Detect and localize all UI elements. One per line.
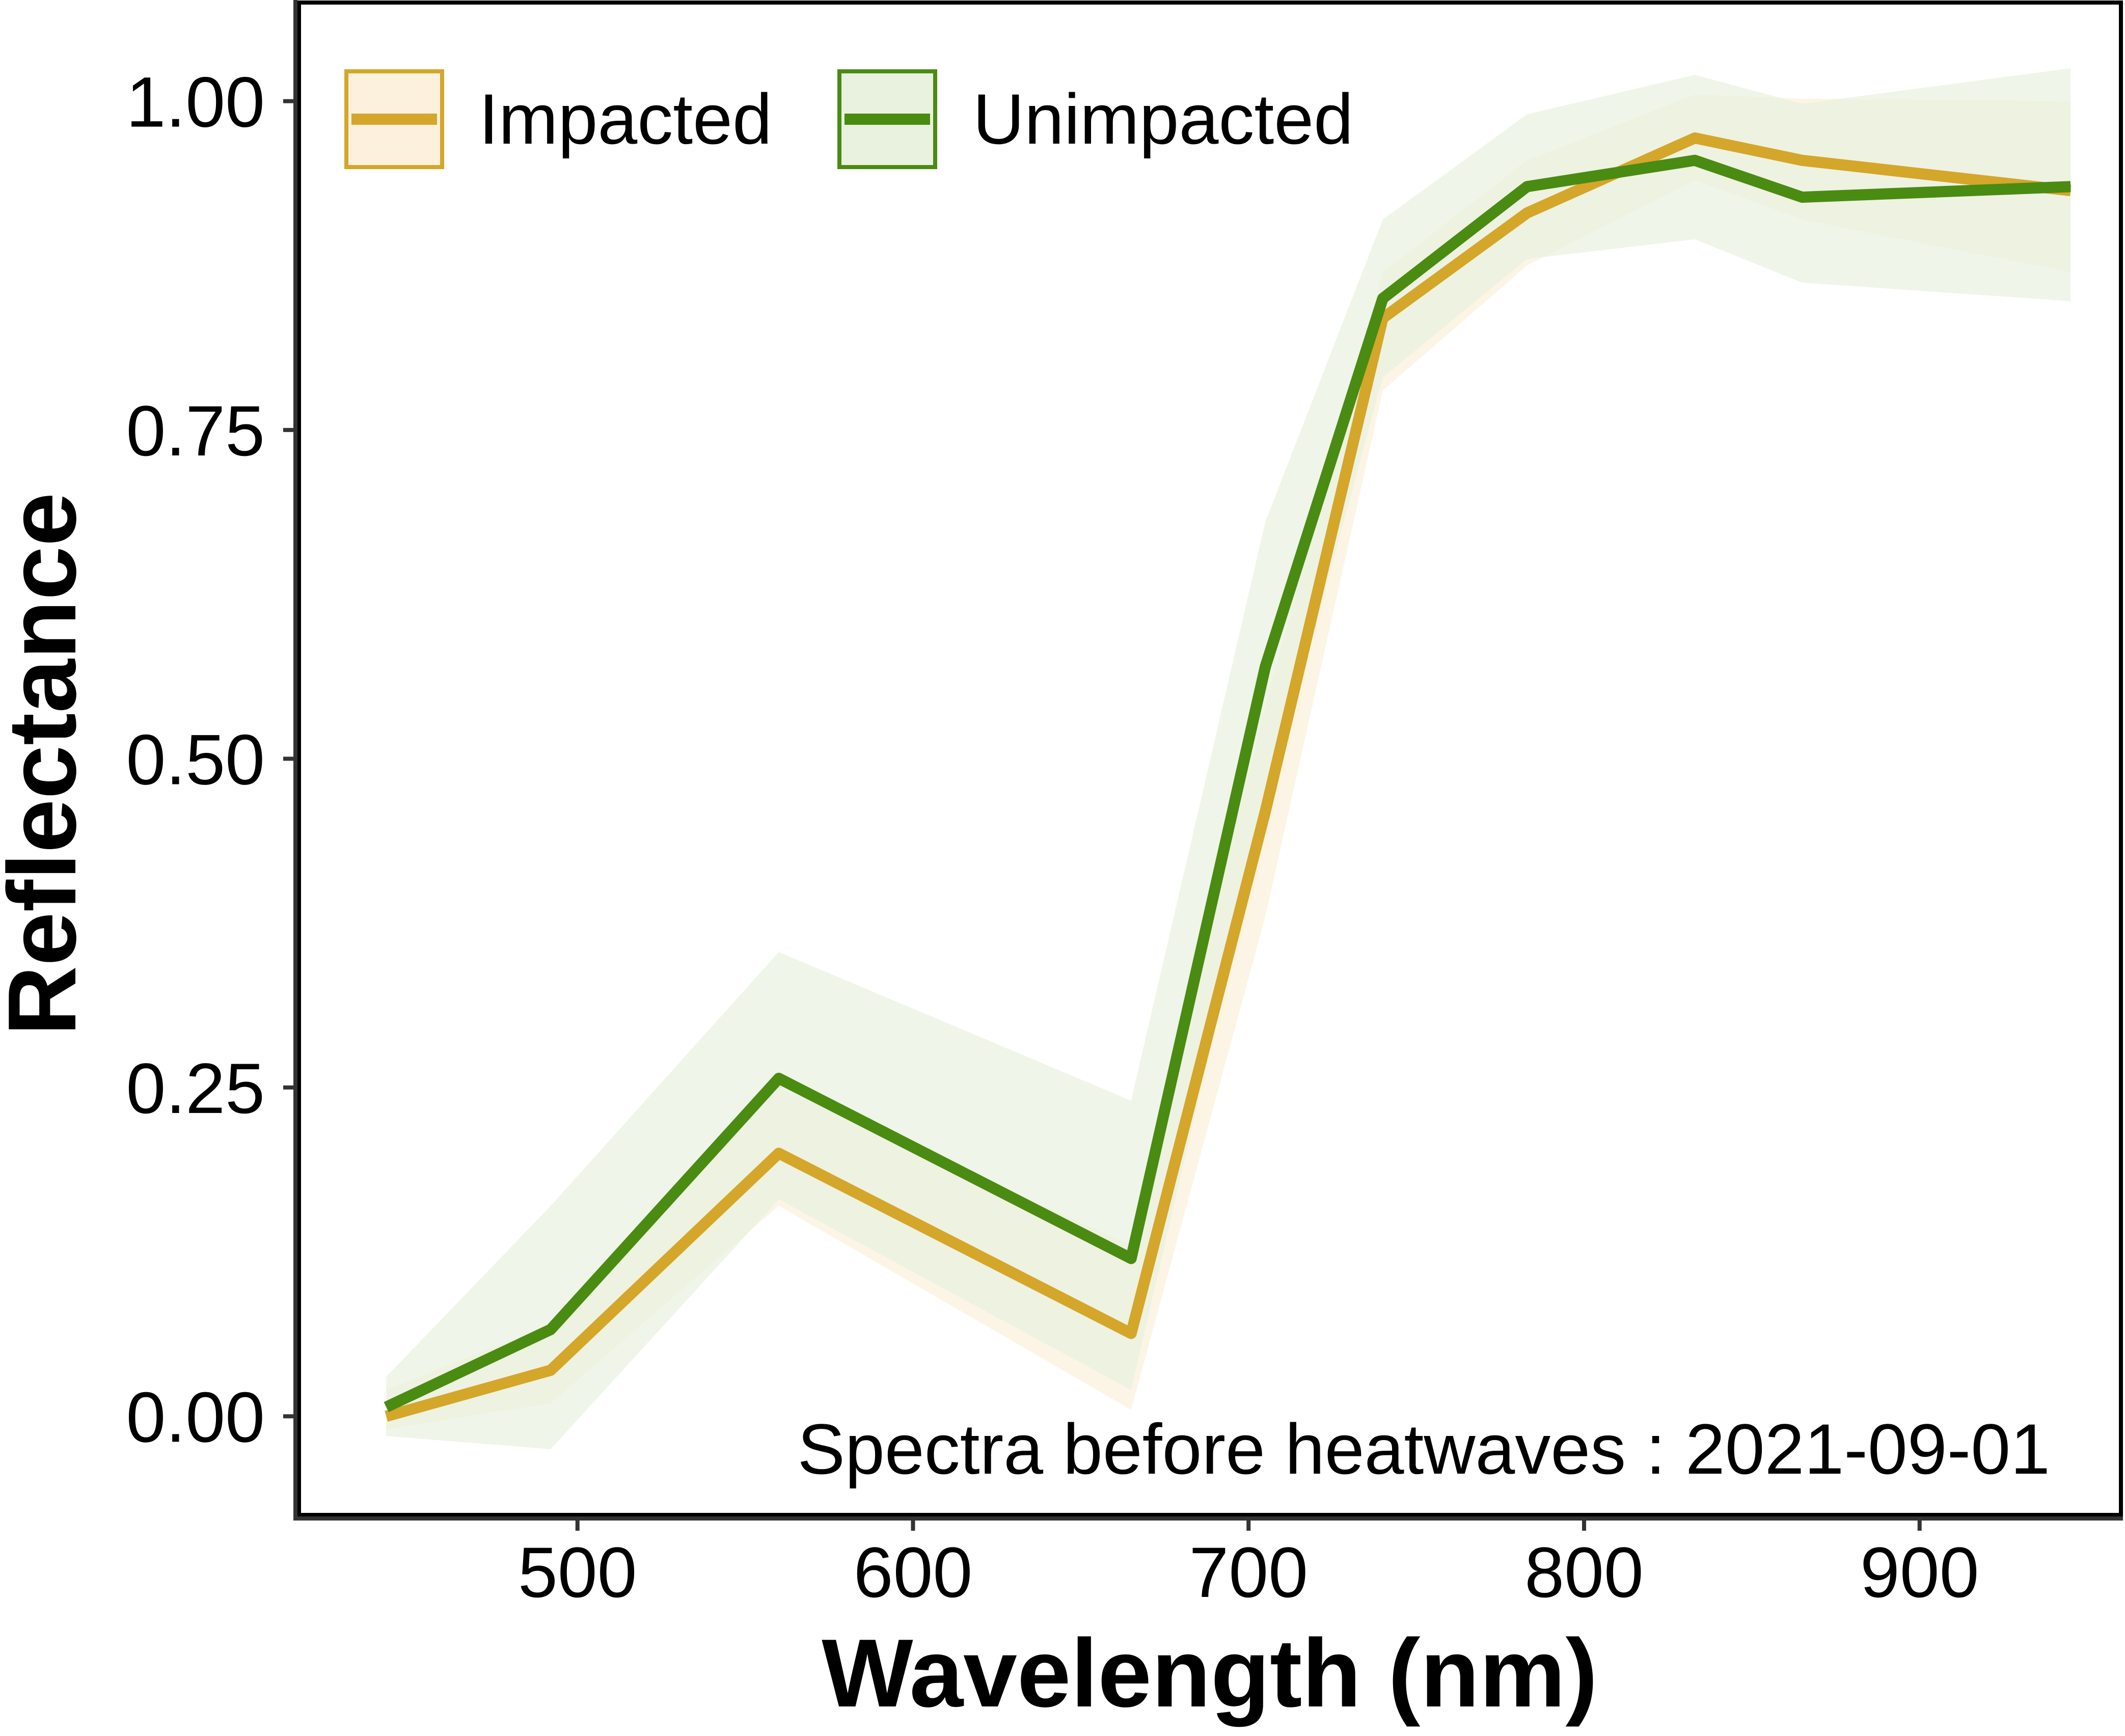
y-tick-label: 0.25 xyxy=(126,1048,265,1128)
y-tick-label: 0.75 xyxy=(126,391,265,471)
plot-panel-border xyxy=(297,1,2123,1517)
x-tick-label: 500 xyxy=(518,1532,637,1612)
y-ticks: 0.00 0.25 0.50 0.75 1.00 xyxy=(126,62,295,1457)
x-ticks: 500 600 700 800 900 xyxy=(518,1518,1979,1612)
legend-label-unimpacted: Unimpacted xyxy=(973,79,1353,159)
line-unimpacted xyxy=(384,154,2071,1413)
legend-item-impacted: Impacted xyxy=(344,69,772,169)
legend-item-unimpacted: Unimpacted xyxy=(837,69,1353,169)
x-tick-label: 900 xyxy=(1860,1532,1979,1612)
x-tick-label: 700 xyxy=(1189,1532,1308,1612)
annotation: Spectra before heatwaves : 2021-09-01 xyxy=(798,1409,2050,1489)
line-impacted xyxy=(385,132,2072,1422)
y-tick-label: 0.00 xyxy=(126,1377,265,1457)
series-lines xyxy=(384,132,2072,1422)
y-tick-label: 1.00 xyxy=(126,62,265,142)
y-axis-title: Reflectance xyxy=(0,493,96,1036)
y-tick-label: 0.50 xyxy=(126,720,265,800)
confidence-bands xyxy=(386,68,2071,1449)
legend-label-impacted: Impacted xyxy=(479,79,772,159)
legend: Impacted Unimpacted xyxy=(344,69,1353,169)
band-unimpacted xyxy=(386,68,2071,1449)
x-tick-label: 800 xyxy=(1524,1532,1644,1612)
x-axis-title: Wavelength (nm) xyxy=(822,1619,1598,1727)
x-tick-label: 600 xyxy=(854,1532,973,1612)
